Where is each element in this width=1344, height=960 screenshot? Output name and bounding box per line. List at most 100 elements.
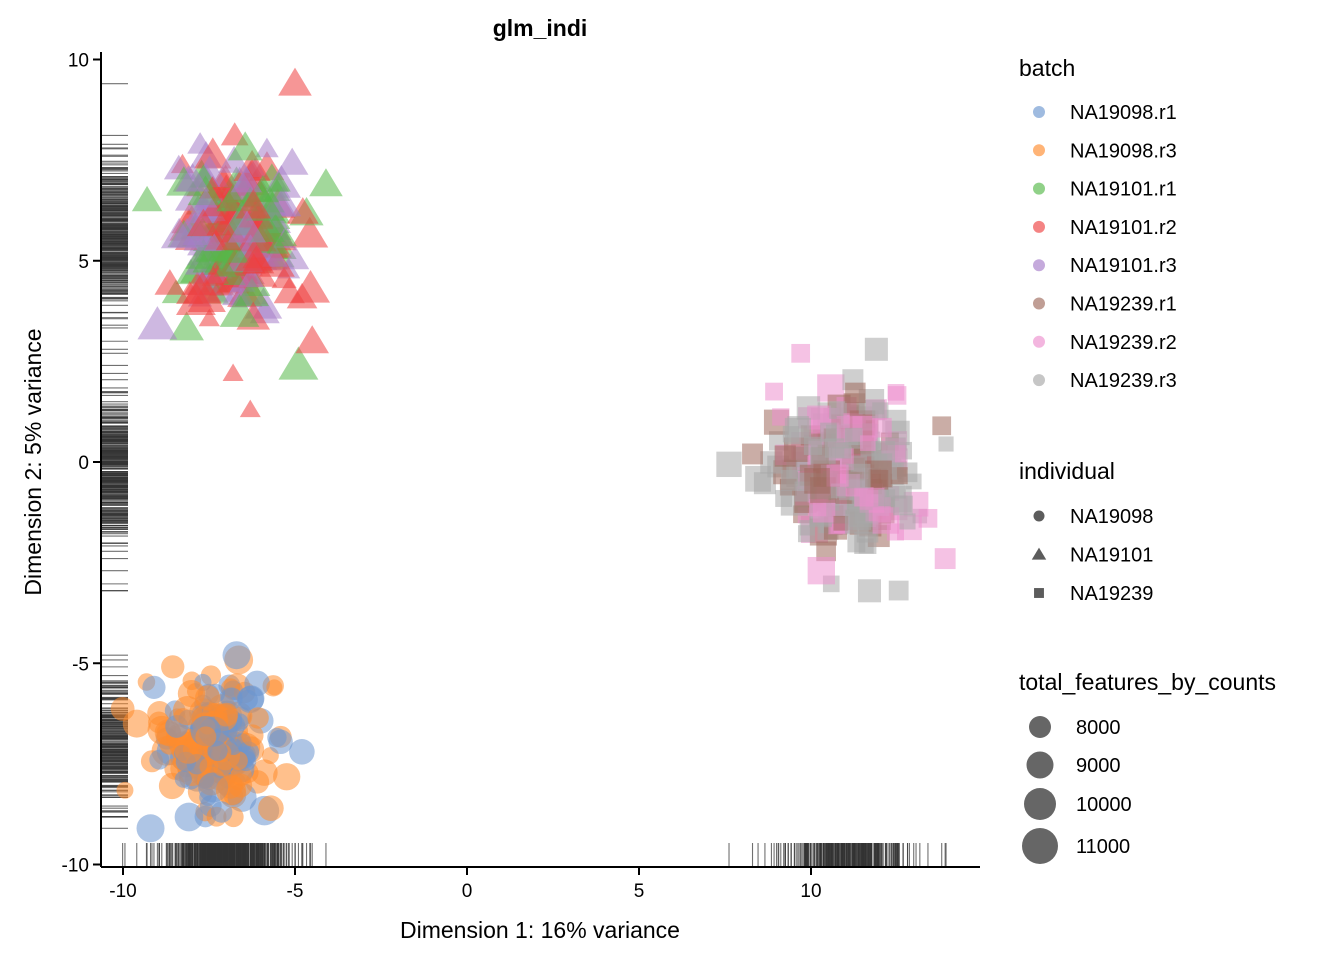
data-point [244,670,270,697]
data-point [137,306,178,340]
data-point [716,451,742,478]
x-tick-label: 0 [462,881,473,902]
rug-y [101,83,128,829]
data-point [918,508,938,528]
data-point [829,401,847,419]
data-point [281,245,310,270]
data-point [844,509,869,534]
data-point [791,343,811,363]
data-point [198,308,220,327]
data-point [267,727,287,748]
x-tick-label: 10 [800,881,821,902]
data-point [765,382,783,401]
rug-x [122,843,947,867]
data-point [195,726,217,748]
data-point [194,188,218,208]
data-point [247,707,269,729]
data-point [187,280,226,313]
data-point [213,758,232,777]
legend-batch-label: NA19098.r3 [1070,140,1177,162]
data-point [154,269,186,295]
x-tick-label: -5 [287,881,304,902]
legend-batch-label: NA19239.r2 [1070,332,1177,354]
chart-title: glm_indi [493,15,588,41]
data-point [742,443,763,465]
data-point [846,463,871,489]
data-point [286,197,319,224]
data-point [174,802,204,832]
data-point [213,257,237,277]
data-point [175,163,210,192]
data-point [872,417,892,438]
legend-size-label: 9000 [1076,755,1121,777]
legend-size-key [1026,751,1054,779]
data-point [295,325,329,354]
data-point [932,416,952,436]
data-point [238,265,264,288]
legend-batch-label: NA19101.r1 [1070,179,1177,201]
data-point [241,724,264,747]
legend-individual-label: NA19098 [1070,506,1153,528]
data-point [797,525,815,543]
legend-batch-key [1033,374,1045,387]
data-point [267,171,291,192]
data-point [214,702,239,727]
data-point [273,763,301,791]
data-point [149,749,170,770]
legend-batch-key [1033,259,1045,272]
data-point [804,468,830,494]
legend-individual-label: NA19239 [1070,583,1153,605]
data-point [833,515,849,531]
data-point [215,229,241,251]
data-point [745,465,771,492]
data-point [255,137,279,158]
data-point [893,495,913,516]
data-point [291,270,331,303]
x-tick-label: -10 [109,881,136,902]
legend-batch-key [1033,220,1045,233]
legend-title-size: total_features_by_counts [1019,669,1276,695]
legend-batch-key [1033,106,1045,118]
data-point [116,781,134,799]
data-point [871,440,896,465]
data-point [831,483,846,499]
data-point [888,580,909,601]
legend-batch-key [1033,297,1045,310]
data-point [291,216,329,248]
legend-size-key [1024,788,1056,820]
data-point [857,579,881,603]
legend-individual-key [1034,588,1044,598]
legend-batch: NA19098.r1 NA19098.r3 NA19101.r1 NA19101.r2… [1033,102,1177,392]
data-point [239,399,261,418]
legend-size-label: 8000 [1076,717,1121,739]
data-point [241,253,266,274]
data-point [136,814,165,843]
y-axis-ticks: -10 -5 0 5 10 [62,51,101,877]
data-point [161,655,185,679]
y-tick-label: -5 [72,654,89,675]
data-point [251,759,278,786]
data-point [169,311,204,341]
data-point [845,382,866,404]
data-point [878,489,896,506]
data-point [845,427,863,446]
data-point [266,235,289,254]
data-point [186,208,220,237]
legend-size-key [1029,716,1051,738]
data-point [816,541,836,562]
legend-individual: NA19098 NA19101 NA19239 [1031,506,1153,605]
data-point [887,386,907,405]
data-point [215,775,247,806]
data-point [192,253,216,273]
legend-size-key [1022,828,1058,864]
data-point [222,641,251,670]
data-point [142,675,166,700]
data-point [899,513,916,530]
legend-size-label: 11000 [1076,836,1130,858]
legend-individual-label: NA19101 [1070,545,1153,567]
data-point [860,435,876,451]
data-point [826,464,849,487]
data-point [234,277,270,307]
legend-batch-key [1033,144,1045,157]
